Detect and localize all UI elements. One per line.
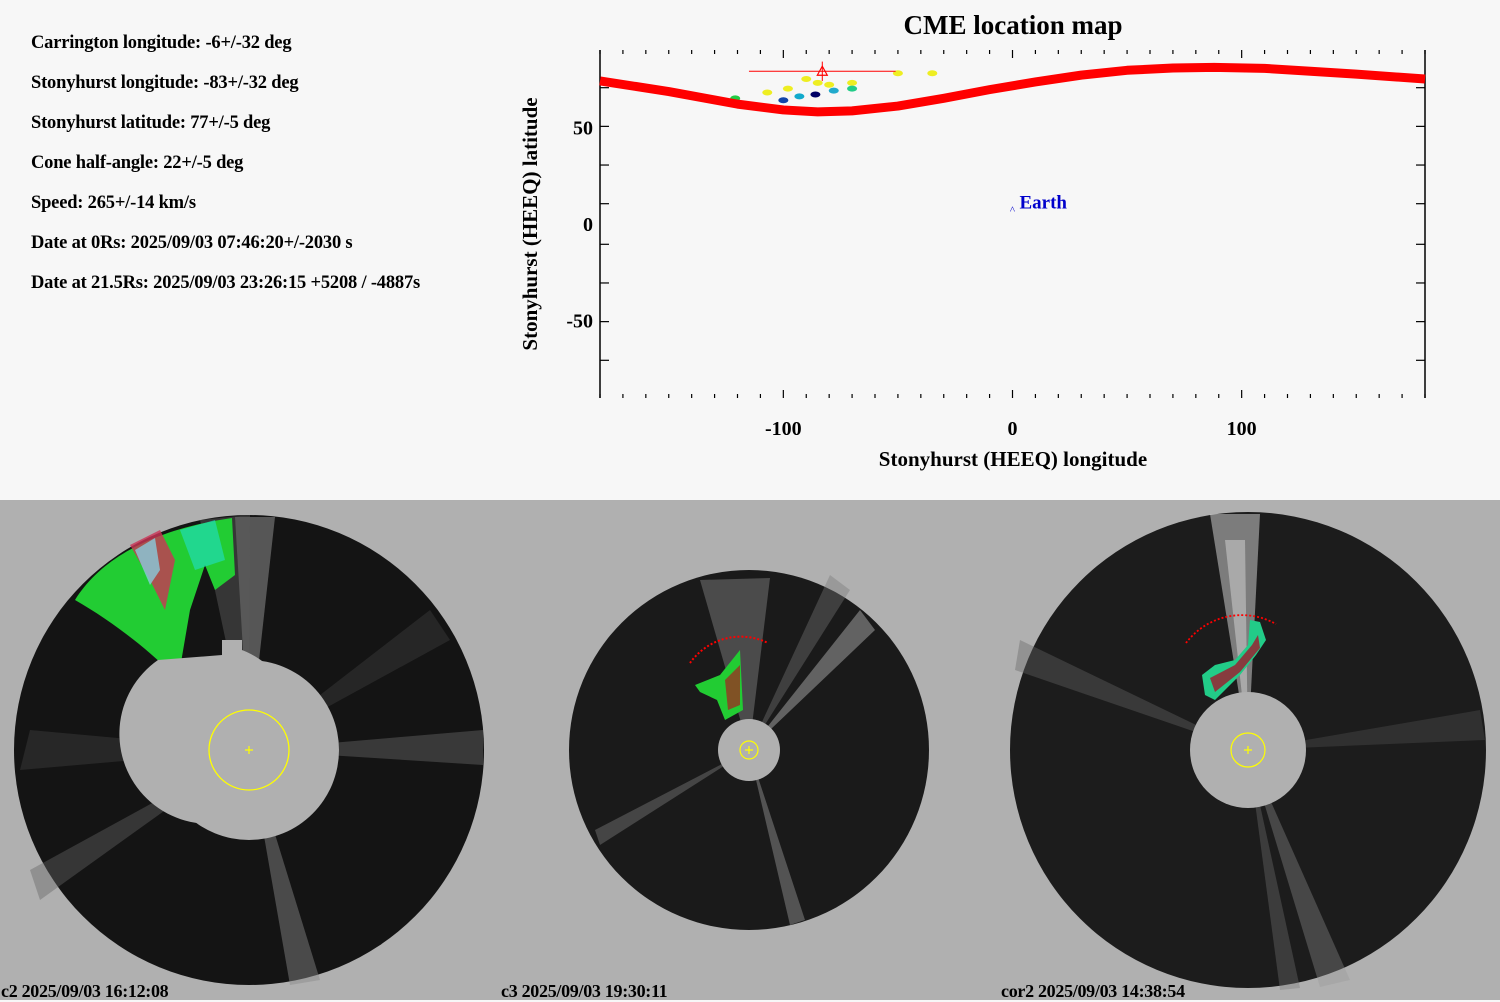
c2-sun-disk-icon <box>208 709 290 791</box>
carrington-longitude-text: Carrington longitude: -6+/-32 deg <box>31 33 292 53</box>
c2-coronagraph-image <box>14 515 484 985</box>
cme-triangle-icon <box>816 65 829 76</box>
x-tick-label: -100 <box>765 418 802 440</box>
cme-detection-point <box>778 97 789 104</box>
chart-title: CME location map <box>904 10 1123 40</box>
cor2-sun-disk-icon <box>1230 732 1266 768</box>
speed-text: Speed: 265+/-14 km/s <box>31 193 196 213</box>
cme-detection-point <box>824 81 835 88</box>
cme-parameters-list: Carrington longitude: -6+/-32 deg Stonyh… <box>31 30 420 310</box>
y-tick-label: 50 <box>573 117 593 139</box>
y-axis-label: Stonyhurst (HEEQ) latitude <box>518 97 542 350</box>
cme-detection-point <box>801 76 812 82</box>
stonyhurst-latitude-text: Stonyhurst latitude: 77+/-5 deg <box>31 113 271 133</box>
earth-marker-icon: ^ <box>1010 205 1016 217</box>
c2-sun-center-icon <box>245 746 253 754</box>
plot-frame <box>599 50 1426 398</box>
cme-location-map: CME location map -100 0 100 50 0 -50 Sto… <box>518 10 1426 471</box>
c3-coronagraph-image <box>569 570 929 930</box>
y-tick-label: 0 <box>583 214 593 236</box>
cor2-sun-center-icon <box>1244 746 1252 754</box>
cor2-panel-label: cor2 2025/09/03 14:38:54 <box>1001 981 1185 1001</box>
coronagraph-images <box>14 512 1486 990</box>
c3-sun-disk-icon <box>739 740 759 760</box>
series-line-visibility-boundary <box>599 62 1426 117</box>
c3-panel-label: c3 2025/09/03 19:30:11 <box>501 981 668 1001</box>
y-tick-label: -50 <box>566 311 593 333</box>
c3-sun-center-icon <box>745 746 753 754</box>
cor2-cme-front-arc <box>1185 614 1277 644</box>
date-at-21-5rs-text: Date at 21.5Rs: 2025/09/03 23:26:15 +520… <box>31 273 421 293</box>
cor2-coronagraph-image <box>1010 512 1486 990</box>
stonyhurst-longitude-text: Stonyhurst longitude: -83+/-32 deg <box>31 73 299 93</box>
cme-detection-point <box>810 91 821 98</box>
axis-ticks <box>599 50 1426 398</box>
cme-detection-point <box>847 85 858 92</box>
cme-detection-point <box>828 87 839 94</box>
coronagraph-panels: c2 2025/09/03 16:12:08 c3 2025/09/03 19:… <box>0 500 1500 1001</box>
cme-detection-point <box>847 79 858 86</box>
x-tick-label: 0 <box>1008 418 1018 440</box>
cme-detection-point <box>812 79 823 86</box>
cme-detection-point <box>927 70 938 77</box>
x-axis-label: Stonyhurst (HEEQ) longitude <box>879 447 1147 471</box>
cme-detection-point <box>782 85 793 92</box>
c3-cme-front-arc <box>689 635 769 664</box>
cme-location-marker <box>748 61 896 81</box>
x-tick-label: 100 <box>1227 418 1257 440</box>
cme-detections <box>730 70 938 104</box>
cme-detection-point <box>794 93 805 100</box>
c2-panel-label: c2 2025/09/03 16:12:08 <box>1 981 169 1001</box>
date-at-0rs-text: Date at 0Rs: 2025/09/03 07:46:20+/-2030 … <box>31 233 353 253</box>
earth-label: Earth <box>1020 193 1068 214</box>
cme-detection-point <box>762 89 773 96</box>
cone-half-angle-text: Cone half-angle: 22+/-5 deg <box>31 153 244 173</box>
